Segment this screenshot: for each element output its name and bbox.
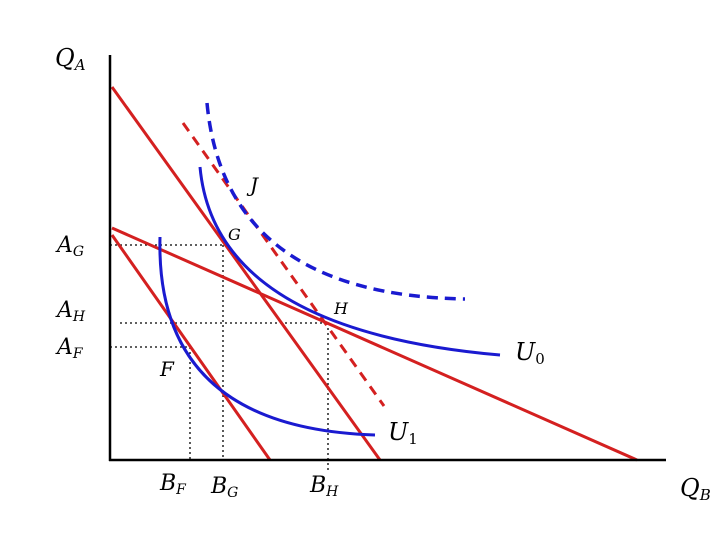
budget-line-flat: [111, 226, 638, 462]
indifference-curve-u0: [198, 166, 501, 357]
y-axis-title: QA: [55, 44, 86, 74]
curve-label-u1: U1: [388, 418, 418, 448]
y-tick-ag: AG: [55, 233, 84, 260]
curve-label-u0: U0: [515, 338, 545, 368]
y-tick-af: AF: [55, 335, 84, 362]
budget-line-outer: [110, 86, 382, 461]
point-label-h: H: [333, 299, 349, 318]
x-axis-title: QB: [680, 474, 711, 504]
indifference-curve-dashed: [205, 102, 466, 301]
budget-line-inner: [110, 234, 272, 461]
y-tick-ah: AH: [55, 298, 86, 325]
indifference-curve-u1: [158, 236, 376, 437]
x-tick-bh: BH: [309, 473, 339, 500]
point-label-j: J: [246, 173, 259, 197]
budget-line-dashed: [181, 122, 386, 407]
point-label-f: F: [159, 357, 175, 381]
point-label-g: G: [228, 225, 241, 244]
x-tick-bf: BF: [159, 471, 187, 498]
x-tick-bg: BG: [210, 474, 238, 501]
